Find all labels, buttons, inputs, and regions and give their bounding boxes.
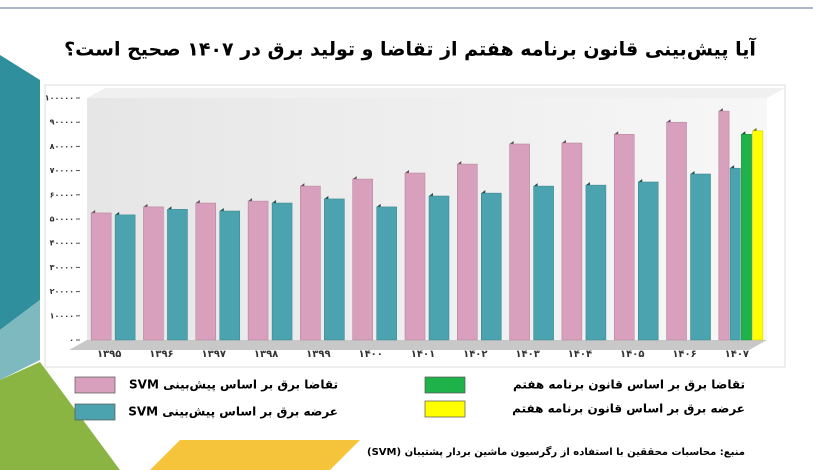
bar — [690, 173, 711, 341]
y-tick-label: ۹۰۰۰۰ — [50, 118, 74, 127]
chart-title: آیا پیش‌بینی قانون برنامه هفتم از تقاضا … — [64, 37, 756, 61]
y-tick-label: ۵۰۰۰۰ — [50, 215, 74, 224]
decor-teal-light — [0, 300, 40, 380]
bar — [637, 181, 659, 341]
bar — [613, 134, 635, 341]
bar — [376, 206, 397, 341]
y-tick-label: ۲۰۰۰۰ — [50, 287, 74, 296]
legend-swatch — [424, 376, 466, 394]
bar — [509, 143, 530, 341]
x-tick-label: ۱۴۰۱ — [411, 349, 435, 360]
decor-teal — [0, 55, 40, 330]
x-tick-label: ۱۳۹۹ — [306, 349, 330, 360]
decor-yellow — [150, 440, 360, 470]
bar — [585, 184, 607, 341]
x-tick-label: ۱۴۰۵ — [620, 349, 644, 360]
bar — [195, 202, 217, 341]
x-tick-label: ۱۳۹۶ — [149, 349, 173, 360]
legend-label: تقاضا برق بر اساس قانون برنامه هفتم — [513, 378, 745, 393]
bar — [352, 178, 373, 341]
bar — [729, 167, 741, 341]
bar — [561, 142, 583, 341]
bar — [752, 130, 764, 341]
y-tick-label: ۶۰۰۰۰ — [50, 190, 74, 199]
bar — [666, 121, 687, 341]
x-tick-label: ۱۳۹۷ — [202, 349, 226, 360]
bar — [718, 110, 730, 341]
y-tick-label: ۳۰۰۰۰ — [50, 263, 74, 272]
x-tick-label: ۱۳۹۸ — [254, 349, 278, 360]
bar — [457, 163, 478, 341]
legend-label: عرضه برق بر اساس قانون برنامه هفتم — [512, 402, 745, 417]
decor-green — [0, 362, 120, 470]
source-note: منبع: محاسبات محققین با استفاده از رگرسی… — [367, 445, 745, 458]
legend-swatch — [74, 376, 116, 394]
legend-swatch — [424, 400, 466, 418]
y-tick-label: ۴۰۰۰۰ — [50, 239, 74, 248]
legend-swatch — [74, 403, 116, 421]
x-tick-label: ۱۴۰۴ — [568, 349, 592, 360]
bar — [271, 202, 293, 341]
y-tick-label: ۱۰۰۰۰۰ — [45, 94, 74, 103]
y-tick-label: ۰ — [69, 336, 74, 345]
x-tick-label: ۱۴۰۷ — [725, 349, 749, 360]
x-tick-label: ۱۴۰۰ — [358, 349, 382, 360]
bar — [324, 198, 345, 341]
bar — [404, 172, 426, 341]
plot-floor — [69, 340, 767, 350]
bar — [247, 200, 269, 341]
legend-label: تقاضا برق بر اساس پیش‌بینی SVM — [129, 378, 338, 392]
plot-top — [87, 88, 785, 98]
bar — [143, 206, 164, 341]
bar — [114, 214, 136, 341]
bar — [167, 209, 188, 341]
bar — [428, 195, 450, 341]
bar — [300, 185, 321, 341]
x-tick-label: ۱۴۰۳ — [515, 349, 539, 360]
y-tick-label: ۷۰۰۰۰ — [50, 166, 74, 175]
bar — [741, 134, 752, 341]
y-tick-label: ۸۰۰۰۰ — [50, 142, 74, 151]
plot-wall — [87, 98, 767, 340]
x-tick-label: ۱۳۹۵ — [97, 349, 121, 360]
y-tick-label: ۱۰۰۰۰ — [50, 311, 74, 320]
bar — [533, 185, 554, 341]
bar — [481, 192, 502, 341]
x-tick-label: ۱۴۰۲ — [463, 349, 487, 360]
legend-label: عرضه برق بر اساس پیش‌بینی SVM — [128, 405, 338, 419]
x-tick-label: ۱۴۰۶ — [672, 349, 696, 360]
bar — [219, 210, 241, 341]
bar — [90, 212, 112, 341]
